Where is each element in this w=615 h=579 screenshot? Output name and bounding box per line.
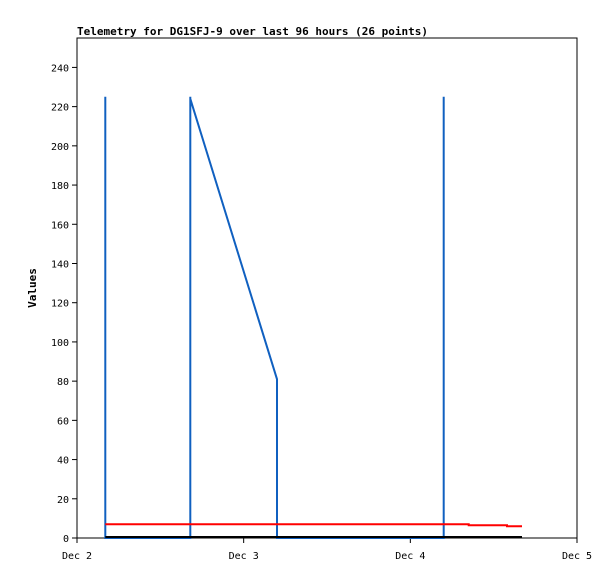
y-tick-label: 240: [51, 63, 69, 74]
y-tick-label: 220: [51, 103, 69, 114]
chart-title: Telemetry for DG1SFJ-9 over last 96 hour…: [77, 25, 428, 38]
series-group: [104, 96, 522, 539]
x-axis: Dec 2 Dec 3 Dec 4 Dec 5: [62, 538, 592, 562]
y-axis: 0 20 40 60 80 100 120 140 160 180 200 220 240: [51, 63, 77, 545]
y-tick-label: 180: [51, 181, 69, 192]
y-tick-label: 40: [57, 456, 69, 467]
plot-frame: [76, 37, 578, 539]
y-tick-label: 140: [51, 259, 69, 270]
x-tick-label: Dec 3: [229, 551, 259, 562]
x-tick-label: Dec 4: [395, 551, 425, 562]
x-tick-label: Dec 5: [562, 551, 592, 562]
y-tick-label: 160: [51, 220, 69, 231]
series-line-2: [105, 523, 522, 528]
y-tick-label: 120: [51, 299, 69, 310]
y-tick-label: 0: [63, 534, 69, 545]
y-tick-label: 100: [51, 338, 69, 349]
y-tick-label: 200: [51, 142, 69, 153]
x-tick-label: Dec 2: [62, 551, 92, 562]
series-line-1: [104, 96, 445, 539]
y-axis-label: Values: [26, 268, 39, 308]
y-tick-label: 80: [57, 377, 69, 388]
y-tick-label: 20: [57, 495, 69, 506]
y-tick-label: 60: [57, 416, 69, 427]
